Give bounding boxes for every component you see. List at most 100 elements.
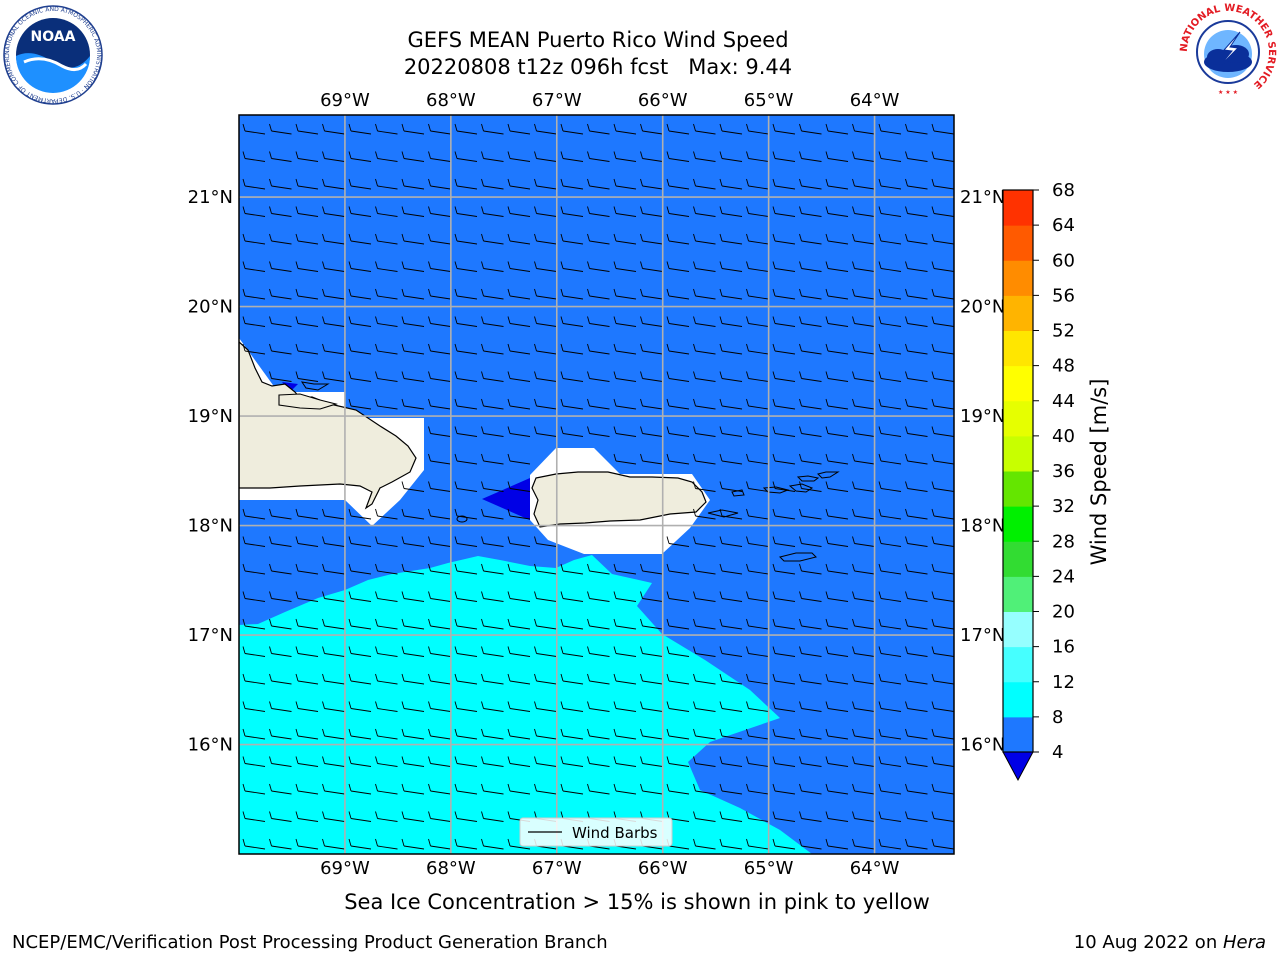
wind-barb	[852, 536, 875, 547]
wind-barb	[905, 288, 928, 300]
wind-barb	[322, 536, 345, 547]
wind-barb	[640, 783, 663, 795]
wind-barb	[375, 673, 398, 685]
wind-barb	[931, 508, 954, 520]
wind-barb	[613, 343, 637, 355]
wind-barb	[295, 261, 319, 272]
wind-barb	[931, 563, 954, 575]
wind-barb	[772, 151, 796, 162]
wind-barb	[587, 673, 610, 685]
wind-barb	[905, 481, 928, 492]
wind-barb	[348, 756, 372, 767]
wind-barb	[666, 151, 690, 162]
wind-barb	[507, 673, 531, 685]
wind-barb	[454, 838, 478, 850]
wind-barb	[322, 233, 345, 245]
wind-barb	[878, 673, 902, 685]
wind-speed-0-4-zone	[482, 478, 532, 521]
wind-barb	[428, 178, 451, 190]
wind-barb	[507, 838, 531, 850]
wind-barb	[375, 151, 398, 162]
wind-barb	[905, 453, 928, 465]
lat-tick-label-left: 19°N	[188, 406, 233, 427]
hispaniola-land	[239, 341, 417, 510]
wind-barb	[375, 618, 398, 630]
wind-barb	[560, 261, 584, 272]
wind-barb	[799, 123, 822, 135]
wind-barb	[242, 536, 266, 547]
wind-barb	[375, 123, 398, 135]
wind-barb	[719, 233, 743, 245]
wind-barb	[746, 591, 769, 602]
wind-barb	[534, 673, 557, 685]
wind-barb	[454, 591, 478, 602]
wind-barb	[905, 178, 928, 190]
wind-barb	[852, 151, 875, 162]
colorbar-segment	[1003, 190, 1033, 226]
wind-barb	[693, 701, 716, 712]
colorbar-tick-label: 20	[1052, 602, 1075, 623]
wind-barb	[322, 756, 345, 767]
hispaniola-peninsula	[278, 393, 339, 410]
wind-barb	[507, 728, 531, 740]
wind-barb	[799, 591, 822, 602]
wind-barb	[454, 646, 478, 657]
lon-tick-label-bottom: 68°W	[426, 858, 476, 879]
wind-barb	[295, 151, 319, 162]
wind-barb	[481, 261, 504, 272]
wind-barb	[348, 508, 372, 520]
wind-barb	[242, 206, 266, 217]
wind-barb	[348, 673, 372, 685]
wind-barb	[640, 646, 663, 657]
wind-barb	[348, 371, 372, 382]
wind-barb	[693, 426, 716, 437]
wind-barb	[640, 453, 663, 465]
wind-barb	[587, 261, 610, 272]
wind-barb	[693, 728, 716, 740]
wind-barb	[693, 646, 716, 657]
wind-barb	[825, 343, 849, 355]
wind-barb	[428, 646, 451, 657]
wind-barb	[454, 371, 478, 382]
noaa-logo: NATIONAL OCEANIC AND ATMOSPHERIC ADMINIS…	[2, 4, 103, 105]
wind-barb	[772, 646, 796, 657]
wind-barb	[905, 151, 928, 162]
wind-barb	[799, 206, 822, 217]
wind-barb	[481, 151, 504, 162]
wind-barb	[852, 178, 875, 190]
wind-barb	[587, 618, 610, 630]
wind-barb	[242, 288, 266, 300]
wind-barb	[428, 838, 451, 850]
colorbar-segment	[1003, 225, 1033, 261]
wind-barb	[931, 453, 954, 465]
wind-barb	[905, 343, 928, 355]
wind-barb	[507, 288, 531, 300]
wind-barb	[507, 591, 531, 602]
wind-barb	[401, 288, 425, 300]
wind-barb	[666, 316, 690, 327]
wind-barb	[269, 618, 292, 630]
wind-barb	[560, 783, 584, 795]
wind-barb	[534, 783, 557, 795]
wind-barb	[693, 673, 716, 685]
wind-barb	[799, 233, 822, 245]
wind-barb	[587, 563, 610, 575]
wind-barb	[931, 123, 954, 135]
lon-tick-label-bottom: 69°W	[320, 858, 370, 879]
wind-barb	[375, 838, 398, 850]
wind-barb	[640, 756, 663, 767]
wind-barb	[242, 728, 266, 740]
wind-barb	[454, 618, 478, 630]
wind-barb	[507, 233, 531, 245]
wind-barb	[693, 151, 716, 162]
wind-barb	[375, 316, 398, 327]
wind-barb	[878, 206, 902, 217]
wind-barb	[666, 728, 690, 740]
wind-barb	[481, 123, 504, 135]
wind-barb	[799, 316, 822, 327]
wind-barb	[693, 178, 716, 190]
wind-barb	[454, 206, 478, 217]
wind-barb	[375, 701, 398, 712]
wind-barb	[401, 728, 425, 740]
wind-barb	[613, 371, 637, 382]
